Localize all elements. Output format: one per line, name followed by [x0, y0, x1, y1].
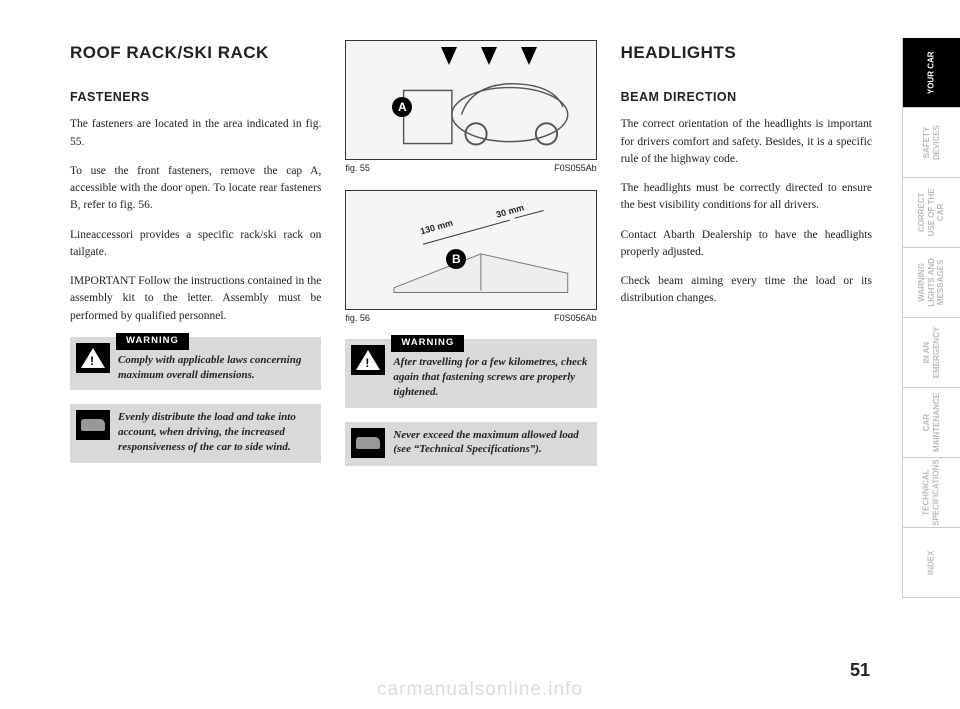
warning-text: After travelling for a few kilometres, c…	[393, 345, 588, 400]
car-illustration-55	[359, 47, 583, 153]
subheading-fasteners: FASTENERS	[70, 88, 321, 107]
warning-label: WARNING	[391, 335, 464, 352]
fig-label: fig. 55	[345, 162, 370, 176]
figure-56-caption: fig. 56 F0S056Ab	[345, 312, 596, 326]
note-box-load: Evenly distribute the load and take into…	[70, 404, 321, 463]
column-3: HEADLIGHTS BEAM DIRECTION The correct or…	[621, 40, 872, 689]
para: Lineaccessori provides a specific rack/s…	[70, 227, 321, 262]
para: The correct orientation of the headlight…	[621, 116, 872, 168]
note-box-maxload: Never exceed the maximum allowed load (s…	[345, 422, 596, 466]
page: ROOF RACK/SKI RACK FASTENERS The fastene…	[0, 0, 960, 709]
arrow-icon	[481, 47, 497, 65]
warning-triangle-icon	[351, 345, 385, 375]
figure-55-caption: fig. 55 F0S055Ab	[345, 162, 596, 176]
page-number: 51	[850, 660, 870, 681]
content-area: ROOF RACK/SKI RACK FASTENERS The fastene…	[0, 0, 902, 709]
figure-56: B 130 mm 30 mm	[345, 190, 596, 310]
warning-box-dimensions: WARNING Comply with applicable laws conc…	[70, 337, 321, 391]
fig-code: F0S056Ab	[554, 312, 597, 326]
warning-label: WARNING	[116, 333, 189, 350]
para: To use the front fasteners, remove the c…	[70, 163, 321, 215]
tab-your-car[interactable]: YOUR CAR	[902, 38, 960, 108]
tab-maintenance[interactable]: CAR MAINTENANCE	[902, 388, 960, 458]
car-note-icon	[76, 410, 110, 440]
arrow-icon	[441, 47, 457, 65]
para: Contact Abarth Dealership to have the he…	[621, 227, 872, 262]
warning-box-screws: WARNING After travelling for a few kilom…	[345, 339, 596, 408]
panel-illustration-56	[359, 196, 583, 302]
subheading-beam: BEAM DIRECTION	[621, 88, 872, 107]
tab-emergency[interactable]: IN AN EMERGENCY	[902, 318, 960, 388]
side-tabs: YOUR CAR SAFETY DEVICES CORRECT USE OF T…	[902, 0, 960, 709]
column-1: ROOF RACK/SKI RACK FASTENERS The fastene…	[70, 40, 321, 689]
tab-tech-specs[interactable]: TECHNICAL SPECIFICATIONS	[902, 458, 960, 528]
tab-safety-devices[interactable]: SAFETY DEVICES	[902, 108, 960, 178]
note-text: Evenly distribute the load and take into…	[118, 410, 313, 455]
figure-55: A	[345, 40, 596, 160]
car-note-icon	[351, 428, 385, 458]
fig-code: F0S055Ab	[554, 162, 597, 176]
heading-roof-rack: ROOF RACK/SKI RACK	[70, 40, 321, 66]
para: The headlights must be correctly directe…	[621, 180, 872, 215]
tab-correct-use[interactable]: CORRECT USE OF THE CAR	[902, 178, 960, 248]
arrow-icon	[521, 47, 537, 65]
fig-label: fig. 56	[345, 312, 370, 326]
para: IMPORTANT Follow the instructions contai…	[70, 273, 321, 325]
tab-warning-lights[interactable]: WARNING LIGHTS AND MESSAGES	[902, 248, 960, 318]
heading-headlights: HEADLIGHTS	[621, 40, 872, 66]
note-text: Never exceed the maximum allowed load (s…	[393, 428, 588, 458]
column-2: A fig. 55 F0S055Ab B 130 mm 30 mm fig. 5…	[345, 40, 596, 689]
tab-index[interactable]: INDEX	[902, 528, 960, 598]
marker-b: B	[446, 249, 466, 269]
para: Check beam aiming every time the load or…	[621, 273, 872, 308]
para: The fasteners are located in the area in…	[70, 116, 321, 151]
warning-triangle-icon	[76, 343, 110, 373]
